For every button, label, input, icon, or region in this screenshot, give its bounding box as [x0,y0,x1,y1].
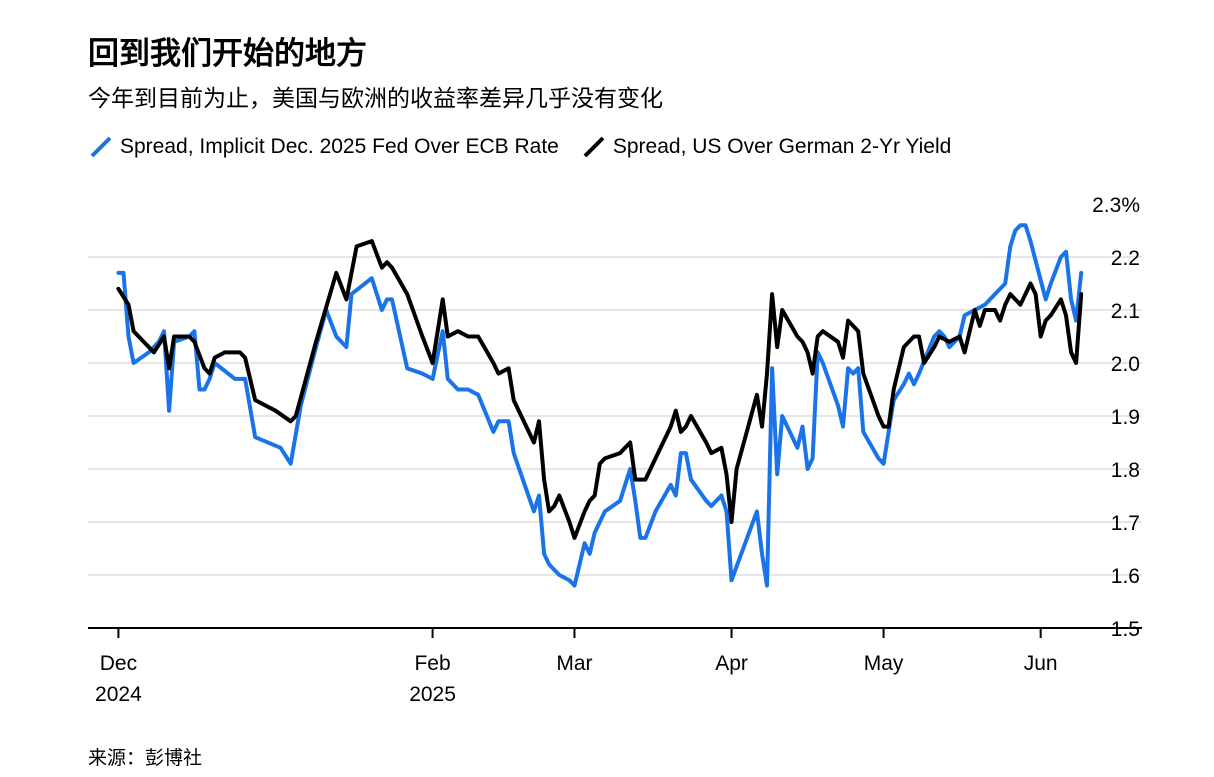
source-note: 来源：彭博社 [88,747,203,769]
legend-label-blue: Spread, Implicit Dec. 2025 Fed Over ECB … [120,135,559,158]
chart-subtitle: 今年到目前为止，美国与欧洲的收益率差异几乎没有变化 [88,86,663,112]
legend-label-black: Spread, US Over German 2-Yr Yield [612,135,952,158]
legend-swatch-black [583,136,605,158]
y-tick-label: 2.2 [1111,247,1140,270]
y-tick-label: 2.0 [1111,353,1140,376]
legend-item-blue: Spread, Implicit Dec. 2025 Fed Over ECB … [88,134,559,160]
x-tick-sublabel: 2025 [409,683,456,706]
y-tick-label: 2.1 [1111,300,1140,323]
x-tick-label: Apr [715,652,748,675]
series-line-implicit-fed-over-ecb [116,223,1084,588]
chart-title: 回到我们开始的地方 [88,36,367,72]
y-tick-label: 1.5 [1111,618,1140,641]
x-tick-label: Mar [556,652,592,675]
legend: Spread, Implicit Dec. 2025 Fed Over ECB … [88,134,973,160]
x-tick-label: Feb [414,652,450,675]
x-tick-sublabel: 2024 [95,683,142,706]
y-tick-label: 1.6 [1111,565,1140,588]
x-tick-label: May [864,652,904,675]
y-tick-label: 1.9 [1111,406,1140,429]
y-tick-label: 2.3% [1092,194,1140,217]
legend-item-black: Spread, US Over German 2-Yr Yield [581,134,951,160]
x-tick-label: Jun [1024,652,1058,675]
x-tick-label: Dec [100,652,137,675]
series-line-us-over-german-2yr [116,239,1084,540]
y-tick-label: 1.7 [1111,512,1140,535]
y-tick-label: 1.8 [1111,459,1140,482]
legend-swatch-blue [90,136,112,158]
